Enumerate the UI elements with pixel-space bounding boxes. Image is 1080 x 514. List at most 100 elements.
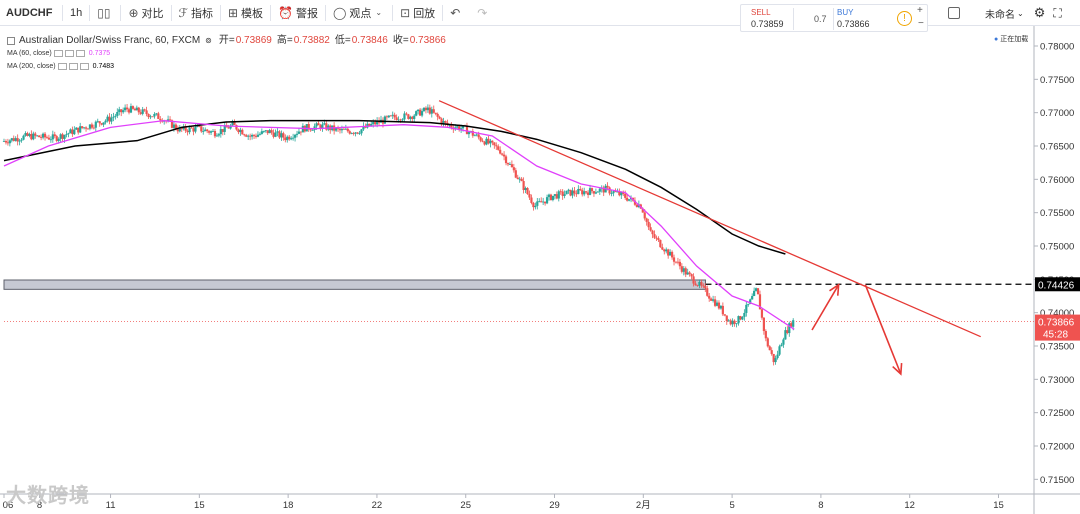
candle-body: [358, 133, 361, 135]
candle-body: [756, 288, 760, 295]
candle-body: [96, 121, 99, 123]
candle-body: [45, 137, 49, 139]
ma200-eye-icon[interactable]: [57, 63, 67, 70]
candle-body: [774, 358, 777, 363]
visibility-icon[interactable]: ⊚: [205, 36, 212, 45]
candle-body: [149, 116, 152, 118]
legend-ma60-row[interactable]: MA (60, close) 0.7375: [7, 47, 446, 60]
legend-ma200-row[interactable]: MA (200, close) 0.7483: [7, 60, 446, 73]
current-price-tag: [1035, 314, 1080, 341]
buy-label[interactable]: BUY: [837, 8, 854, 17]
price-tick-label: 0.73000: [1040, 375, 1074, 386]
price-chart[interactable]: 0.78000 0.77500 0.77000 0.76500 0.76000 0.755…: [0, 26, 1080, 514]
candle-body: [8, 140, 11, 144]
compare-button[interactable]: ⊕ 对比: [121, 0, 170, 26]
time-tick-label: 5: [729, 500, 734, 511]
candle-body: [745, 304, 748, 313]
candle-body: [49, 139, 52, 141]
candle-body: [614, 191, 617, 193]
candle-body: [321, 124, 324, 129]
undo-button[interactable]: ↶: [443, 0, 470, 26]
settings-icon[interactable]: ⚙: [1033, 5, 1046, 20]
candle-body: [719, 305, 723, 309]
layout-name-button[interactable]: 未命名 ⌄: [985, 6, 1024, 21]
candle-body: [510, 164, 513, 168]
ma200-line: [3, 119, 786, 255]
candle-body: [411, 116, 414, 119]
ideas-button[interactable]: ◯ 观点 ⌄: [326, 0, 392, 26]
candle-body: [704, 286, 707, 289]
candle-body: [516, 177, 519, 179]
ma60-eye-icon[interactable]: [53, 50, 63, 57]
price-tick-label: 0.75000: [1040, 242, 1074, 253]
candle-body: [626, 197, 629, 201]
candle-body: [508, 164, 512, 165]
candle-body: [608, 187, 611, 194]
time-tick-label: 2月: [636, 500, 651, 511]
ma200-close-icon[interactable]: [79, 63, 89, 70]
alert-button[interactable]: ⏰ 警报: [271, 0, 325, 26]
candle-body: [594, 192, 597, 194]
candle-body: [635, 204, 639, 208]
candle-body: [762, 317, 765, 332]
minus-icon[interactable]: −: [918, 18, 924, 29]
interval-button[interactable]: 1h: [70, 6, 83, 19]
candle-body: [553, 194, 556, 196]
candle-body: [194, 126, 197, 132]
symbol-search[interactable]: AUDCHF: [6, 6, 53, 19]
plus-icon[interactable]: +: [917, 5, 923, 16]
chart-type-button[interactable]: ▯▯: [90, 0, 120, 26]
candle-body: [581, 190, 584, 195]
buy-price[interactable]: 0.73866: [837, 19, 870, 29]
candle-body: [6, 142, 10, 144]
candle-body: [504, 156, 508, 164]
ma200-settings-icon[interactable]: [68, 63, 78, 70]
candle-body: [405, 113, 408, 115]
candle-body: [733, 320, 736, 324]
redo-button[interactable]: ↷: [470, 0, 497, 26]
candle-body: [57, 138, 60, 141]
candle-body: [356, 132, 359, 134]
candle-body: [413, 115, 416, 119]
candle-body: [432, 109, 435, 113]
candle-body: [264, 130, 267, 132]
candle-body: [708, 295, 711, 299]
collapse-icon[interactable]: [7, 36, 15, 45]
candle-body: [753, 290, 756, 297]
sell-price[interactable]: 0.73859: [751, 19, 784, 29]
candle-body: [706, 288, 709, 296]
candle-body: [692, 276, 695, 284]
candle-body: [299, 131, 303, 133]
candle-body: [741, 316, 744, 320]
ma60-settings-icon[interactable]: [64, 50, 74, 57]
price-axis-panel: [1034, 26, 1080, 514]
candle-body: [153, 113, 156, 117]
candle-body: [442, 120, 445, 124]
candle-body: [159, 118, 162, 121]
candle-body: [237, 129, 240, 133]
toolbar-divider: [62, 4, 63, 21]
candle-body: [256, 134, 260, 137]
info-icon[interactable]: !: [897, 11, 912, 26]
candle-body: [206, 129, 209, 132]
candle-body: [686, 272, 689, 275]
candle-body: [120, 109, 123, 113]
indicators-button[interactable]: ℱ 指标: [172, 0, 220, 26]
candle-body: [778, 346, 781, 355]
replay-button[interactable]: ⊡ 回放: [393, 0, 442, 26]
candle-body: [602, 187, 605, 193]
candle-body: [776, 354, 779, 359]
fullscreen-icon[interactable]: ⛶: [1053, 5, 1062, 20]
time-tick-label: 22: [372, 500, 383, 511]
layout-checkbox[interactable]: [948, 7, 960, 19]
toolbar-divider: [442, 4, 444, 21]
templates-button[interactable]: ⊞ 模板: [221, 0, 270, 26]
candle-body: [571, 190, 574, 196]
candle-body: [368, 123, 371, 127]
candle-body: [651, 230, 654, 235]
sell-label[interactable]: SELL: [751, 8, 771, 17]
ma60-close-icon[interactable]: [75, 50, 85, 57]
candle-body: [215, 135, 219, 137]
candle-body: [178, 127, 181, 132]
candle-body: [407, 114, 410, 119]
